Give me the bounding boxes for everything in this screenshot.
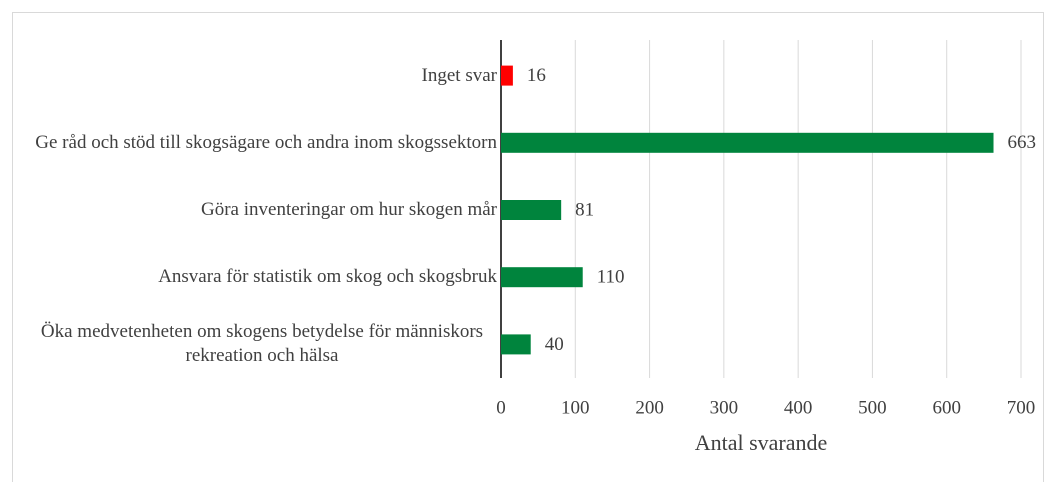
bar — [501, 334, 531, 355]
data-label: 40 — [545, 334, 564, 355]
y-tick-label: Göra inventeringar om hur skogen mår — [201, 199, 497, 220]
x-tick-label: 100 — [561, 397, 590, 418]
bar — [501, 132, 994, 153]
data-label: 81 — [575, 199, 594, 220]
category-label-box: Öka medvetenheten om skogens betydelse f… — [27, 320, 497, 368]
bar — [501, 200, 562, 220]
x-tick-label: 400 — [784, 397, 813, 418]
y-tick-label: Ge råd och stöd till skogsägare och andr… — [35, 131, 497, 153]
x-tick-label: 600 — [932, 397, 961, 418]
x-tick-label: 0 — [496, 397, 506, 418]
x-tick-label: 700 — [1007, 397, 1036, 418]
category-label-box: Inget svar — [422, 64, 497, 88]
bar — [501, 267, 583, 288]
y-tick-label: Ansvara för statistik om skog och skogsb… — [158, 266, 497, 288]
category-label-box: Ansvara för statistik om skog och skogsb… — [158, 265, 497, 289]
data-label: 110 — [597, 267, 625, 288]
data-label: 663 — [1008, 132, 1037, 153]
category-label-box: Göra inventeringar om hur skogen mår — [201, 198, 497, 222]
x-tick-label: 300 — [710, 397, 739, 418]
chart-frame — [12, 12, 1044, 482]
y-tick-label: Öka medvetenheten om skogens betydelse f… — [40, 321, 484, 367]
y-tick-label: Inget svar — [421, 64, 497, 86]
bar — [501, 65, 513, 86]
data-label: 16 — [527, 65, 546, 86]
x-axis-title: Antal svarande — [695, 430, 828, 455]
category-label-box: Ge råd och stöd till skogsägare och andr… — [35, 131, 497, 155]
x-tick-label: 500 — [858, 397, 887, 418]
x-tick-label: 200 — [635, 397, 664, 418]
